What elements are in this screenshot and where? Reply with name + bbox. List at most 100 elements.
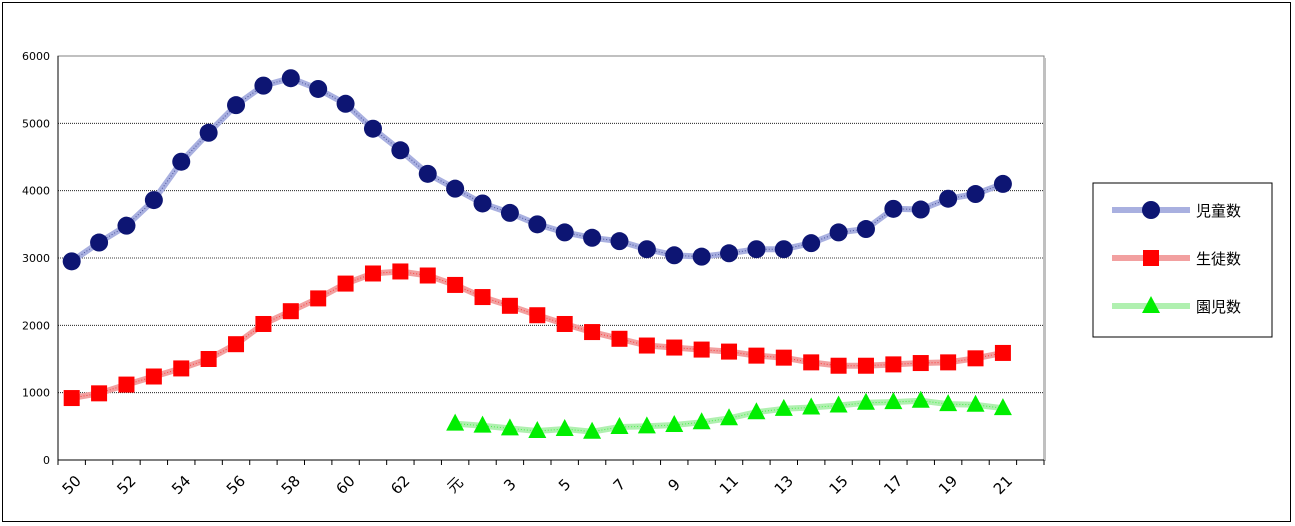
x-tick-label: 11 xyxy=(716,472,742,498)
data-point xyxy=(446,413,465,431)
data-point xyxy=(228,336,245,353)
data-point xyxy=(199,123,218,142)
x-tick-label: 3 xyxy=(500,475,519,494)
y-tick-label: 4000 xyxy=(22,185,50,198)
x-tick-label: 5 xyxy=(555,475,574,494)
data-point xyxy=(392,263,409,280)
data-point xyxy=(720,244,739,263)
series-3 xyxy=(446,390,1012,439)
data-point xyxy=(583,421,602,439)
data-point xyxy=(117,216,136,235)
data-point xyxy=(418,164,437,183)
y-tick-label: 2000 xyxy=(22,319,50,332)
legend-marker xyxy=(1142,296,1160,313)
legend-marker xyxy=(1142,201,1160,219)
data-point xyxy=(884,392,903,410)
data-point xyxy=(939,394,958,412)
series-1 xyxy=(62,69,1012,271)
data-point xyxy=(90,233,109,252)
data-point xyxy=(91,385,108,402)
data-point xyxy=(500,418,519,436)
legend-label: 園児数 xyxy=(1196,298,1241,316)
data-point xyxy=(364,265,381,282)
x-tick-label: 58 xyxy=(278,472,304,498)
data-point xyxy=(939,189,958,208)
x-axis: 50 52 54 56 58 60 62 元 3 5 7 9 11 13 15 17 19 21 xyxy=(57,459,1045,498)
data-point xyxy=(282,303,299,320)
data-point xyxy=(994,344,1011,361)
data-point xyxy=(829,223,848,242)
data-point xyxy=(774,240,793,259)
data-point xyxy=(721,343,738,360)
data-point xyxy=(337,275,354,292)
series-2 xyxy=(63,263,1011,407)
x-tick-label: 60 xyxy=(332,472,358,498)
data-point xyxy=(528,421,547,439)
data-point xyxy=(774,398,793,416)
data-point xyxy=(63,390,80,407)
data-point xyxy=(720,408,739,426)
data-point xyxy=(884,199,903,218)
y-tick-label: 5000 xyxy=(22,117,50,130)
data-point xyxy=(911,200,930,219)
data-point xyxy=(529,307,546,324)
data-point xyxy=(692,412,711,430)
x-tick-label: 17 xyxy=(880,472,906,498)
data-point xyxy=(802,234,821,253)
data-point xyxy=(610,417,629,435)
legend-item-1: 児童数 xyxy=(1112,201,1241,220)
plot-area xyxy=(57,55,1046,461)
legend-item-2: 生徒数 xyxy=(1112,250,1241,268)
data-point xyxy=(693,341,710,358)
data-point xyxy=(62,252,81,271)
data-point xyxy=(447,276,464,293)
data-point xyxy=(993,174,1012,193)
data-point xyxy=(611,330,628,347)
y-tick-label: 0 xyxy=(43,454,50,467)
data-point xyxy=(391,141,410,160)
x-tick-label: 54 xyxy=(168,472,194,498)
x-tick-label: 15 xyxy=(825,472,851,498)
data-point xyxy=(993,398,1012,416)
series-line-pattern xyxy=(71,77,1004,262)
data-point xyxy=(500,203,519,222)
data-point xyxy=(830,357,847,374)
x-tick-label: 19 xyxy=(935,472,961,498)
legend-item-3: 園児数 xyxy=(1112,296,1241,316)
data-point xyxy=(829,395,848,413)
data-point xyxy=(885,356,902,373)
data-point xyxy=(528,215,547,234)
data-point xyxy=(610,232,629,251)
y-tick-label: 1000 xyxy=(22,387,50,400)
data-point xyxy=(665,414,684,432)
data-point xyxy=(803,354,820,371)
x-tick-label: 13 xyxy=(771,472,797,498)
data-point xyxy=(584,324,601,341)
data-point xyxy=(665,246,684,265)
data-point xyxy=(309,79,328,98)
data-point xyxy=(501,297,518,314)
x-tick-label: 21 xyxy=(990,472,1016,498)
data-point xyxy=(692,247,711,266)
y-axis: 0 1000 2000 3000 4000 5000 6000 xyxy=(22,50,59,467)
data-point xyxy=(473,194,492,213)
legend-marker xyxy=(1143,250,1159,266)
data-point xyxy=(666,339,683,356)
data-point xyxy=(857,357,874,374)
data-point xyxy=(775,349,792,366)
data-point xyxy=(966,185,985,204)
data-point xyxy=(173,360,190,377)
data-point xyxy=(911,390,930,408)
y-tick-label: 6000 xyxy=(22,50,50,63)
data-point xyxy=(281,69,300,88)
data-point xyxy=(145,368,162,385)
data-point xyxy=(310,290,327,307)
data-point xyxy=(856,220,875,239)
data-point xyxy=(583,228,602,247)
data-point xyxy=(200,351,217,367)
data-point xyxy=(967,350,984,367)
data-point xyxy=(473,415,492,433)
x-tick-label: 62 xyxy=(387,472,413,498)
